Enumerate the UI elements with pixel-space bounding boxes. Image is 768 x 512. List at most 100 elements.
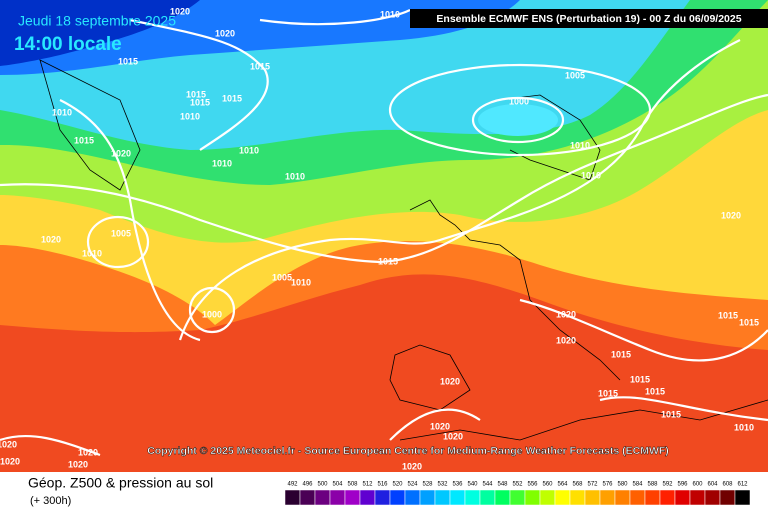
isobar-label: 1020 xyxy=(68,459,88,469)
scale-swatch xyxy=(299,489,316,506)
scale-swatch xyxy=(434,489,451,506)
scale-swatch xyxy=(539,489,556,506)
isobar-label: 1015 xyxy=(611,349,631,359)
isobar-label: 1020 xyxy=(556,309,576,319)
scale-swatch xyxy=(284,489,301,506)
isobar xyxy=(0,93,768,264)
header-box xyxy=(410,9,768,28)
isobar-label: 1015 xyxy=(190,97,210,107)
color-scale: 492 496 500 504 508 512 516 520 524 528 532 536 540 5… xyxy=(284,482,751,506)
isobar xyxy=(519,298,768,362)
scale-swatch xyxy=(644,489,661,506)
isobar-label: 1010 xyxy=(52,107,72,117)
isobar-label: 1020 xyxy=(430,421,450,431)
scale-label: 560 xyxy=(542,482,553,488)
scale-label: 612 xyxy=(737,482,748,488)
isobar-label: 1010 xyxy=(380,9,400,19)
scale-swatch xyxy=(494,489,511,506)
scale-swatch xyxy=(719,489,736,506)
coastline xyxy=(409,199,621,381)
isobar xyxy=(188,286,236,334)
scale-swatch xyxy=(599,489,616,506)
isobar-label: 1015 xyxy=(739,317,759,327)
scale-label: 596 xyxy=(677,482,688,488)
scale-label: 568 xyxy=(572,482,583,488)
scale-swatch xyxy=(464,489,481,506)
scale-label: 588 xyxy=(647,482,658,488)
isobar-label: 1015 xyxy=(630,374,650,384)
scale-swatch xyxy=(704,489,721,506)
isobar-label: 1010 xyxy=(734,422,754,432)
scale-label: 600 xyxy=(692,482,703,488)
scale-label: 536 xyxy=(452,482,463,488)
scale-swatch xyxy=(629,489,646,506)
isobar-label: 1020 xyxy=(443,431,463,441)
scale-swatch xyxy=(344,489,361,506)
isobar-label: 1010 xyxy=(570,140,590,150)
field-background xyxy=(0,0,768,472)
isobar-label: 1020 xyxy=(111,148,131,158)
isobar xyxy=(129,9,411,151)
scale-label: 580 xyxy=(617,482,628,488)
scale-swatch xyxy=(689,489,706,506)
scale-swatch xyxy=(374,489,391,506)
scale-swatch xyxy=(389,489,406,506)
scale-swatch xyxy=(359,489,376,506)
isobar-label: 1015 xyxy=(718,310,738,320)
isobar-label: 1010 xyxy=(581,170,601,180)
isobar-label: 1015 xyxy=(74,135,94,145)
isobar-label: 1000 xyxy=(509,96,529,106)
scale-swatch xyxy=(659,489,676,506)
copyright: Copyright © 2025 Meteociel.fr - Source E… xyxy=(147,445,669,457)
isobar-label: 1015 xyxy=(645,386,665,396)
scale-label: 524 xyxy=(407,482,418,488)
isobar-label: 1015 xyxy=(118,56,138,66)
date: Jeudi 18 septembre 2025 xyxy=(18,13,176,29)
scale-label: 508 xyxy=(347,482,358,488)
scale-swatch xyxy=(314,489,331,506)
scale-label: 608 xyxy=(722,482,733,488)
isobar-label: 1020 xyxy=(215,28,235,38)
isobar-label: 1020 xyxy=(41,234,61,244)
isobar-label: 1005 xyxy=(565,70,585,80)
scale-label: 556 xyxy=(527,482,538,488)
scale-label: 604 xyxy=(707,482,718,488)
isobar-label: 1010 xyxy=(239,145,259,155)
isobar-label: 1020 xyxy=(170,6,190,16)
scale-label: 552 xyxy=(512,482,523,488)
scale-swatch xyxy=(734,489,751,506)
isobars xyxy=(0,9,768,457)
scale-label: 592 xyxy=(662,482,673,488)
field-low-core xyxy=(478,104,558,136)
isobar-label: 1015 xyxy=(661,409,681,419)
scale-swatch xyxy=(584,489,601,506)
scale-swatch xyxy=(404,489,421,506)
field-darkblue xyxy=(0,0,200,66)
isobar-label: 1020 xyxy=(0,456,20,466)
isobar xyxy=(388,63,652,157)
isobar xyxy=(86,215,150,269)
coastline xyxy=(39,59,141,191)
scale-label: 572 xyxy=(587,482,598,488)
scale-label: 548 xyxy=(497,482,508,488)
model-info: Ensemble ECMWF ENS (Perturbation 19) - 0… xyxy=(436,13,741,25)
scale-label: 532 xyxy=(437,482,448,488)
scale-label: 504 xyxy=(332,482,343,488)
scale-label: 564 xyxy=(557,482,568,488)
scale-swatch xyxy=(524,489,541,506)
scale-label: 496 xyxy=(302,482,313,488)
scale-label: 512 xyxy=(362,482,373,488)
scale-label: 584 xyxy=(632,482,643,488)
coastlines xyxy=(39,59,768,441)
scale-swatch xyxy=(449,489,466,506)
coastline xyxy=(499,94,601,181)
isobar-label: 1015 xyxy=(378,256,398,266)
isobar-label: 1020 xyxy=(78,447,98,457)
scale-label: 520 xyxy=(392,482,403,488)
scale-swatch xyxy=(554,489,571,506)
isobar-label: 1020 xyxy=(721,210,741,220)
scale-swatch xyxy=(479,489,496,506)
time: 14:00 locale xyxy=(14,34,122,55)
